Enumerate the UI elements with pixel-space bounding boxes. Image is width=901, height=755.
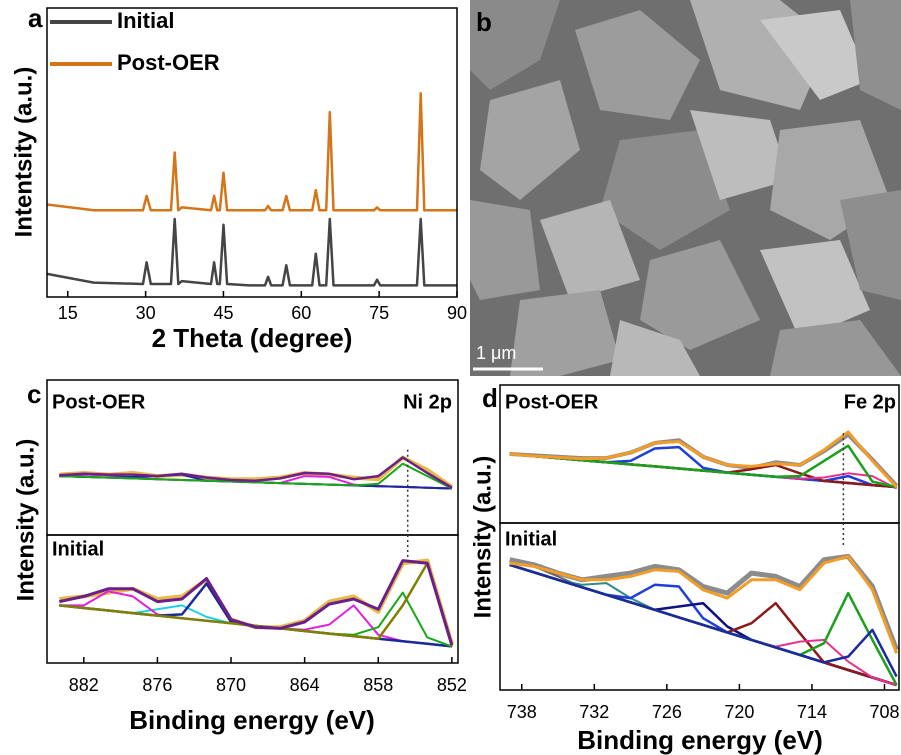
x-tick-label: 75: [369, 303, 389, 323]
legend-label: Post-OER: [117, 50, 220, 75]
panel-label: b: [476, 7, 492, 37]
series-line: [59, 561, 452, 644]
axes-frame: [500, 523, 899, 690]
element-label: Ni 2p: [403, 391, 452, 413]
sample-label: Initial: [505, 528, 557, 550]
element-label: Fe 2p: [844, 391, 896, 413]
x-tick-label: 858: [363, 675, 393, 695]
x-tick-label: 876: [142, 675, 172, 695]
legend-label: Initial: [117, 8, 174, 33]
sample-label: Initial: [52, 538, 104, 560]
x-tick-label: 45: [213, 303, 233, 323]
series-line: [47, 219, 457, 285]
y-axis-label: Intensity (a.u.): [469, 456, 496, 619]
x-tick-label: 738: [507, 702, 537, 722]
x-tick-label: 720: [724, 702, 754, 722]
axes-frame: [47, 8, 457, 297]
sem-image: [470, 0, 901, 376]
y-axis-label: Intentsity (a.u.): [10, 67, 37, 238]
x-tick-label: 30: [136, 303, 156, 323]
series-line: [59, 561, 452, 646]
panel-label: c: [27, 379, 41, 409]
x-tick-label: 714: [797, 702, 827, 722]
x-tick-label: 864: [290, 675, 320, 695]
x-tick-label: 882: [69, 675, 99, 695]
scale-bar-label: 1 μm: [476, 343, 516, 363]
x-tick-label: 732: [579, 702, 609, 722]
x-tick-label: 708: [869, 702, 899, 722]
x-tick-label: 15: [58, 303, 78, 323]
panel-label: a: [28, 3, 43, 33]
x-axis-label: 2 Theta (degree): [152, 323, 353, 353]
sample-label: Post-OER: [52, 391, 146, 413]
panel-label: d: [482, 383, 498, 413]
series-line: [510, 565, 897, 677]
x-tick-label: 60: [291, 303, 311, 323]
series-line: [47, 93, 457, 210]
figure: b 1 μm 15 30 45 60 75 90 a 2 Theta (degree) Inte…: [0, 0, 901, 755]
x-axis-label: Binding energy (eV): [129, 705, 375, 735]
x-tick-label: 726: [652, 702, 682, 722]
sample-label: Post-OER: [505, 391, 599, 413]
axes-frame: [47, 535, 458, 663]
x-tick-label: 852: [437, 675, 467, 695]
y-axis-label: Intensity (a.u.): [12, 439, 39, 602]
x-tick-label: 90: [447, 303, 467, 323]
x-tick-label: 870: [216, 675, 246, 695]
x-axis-label: Binding energy (eV): [577, 725, 823, 755]
